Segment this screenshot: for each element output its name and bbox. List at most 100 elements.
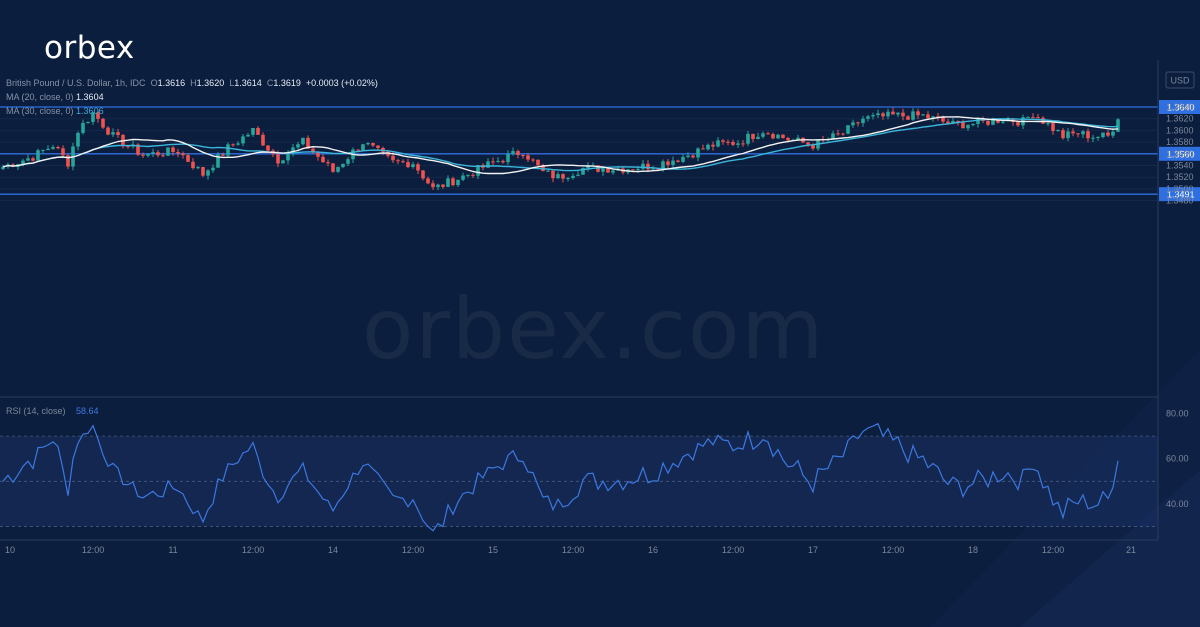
candle bbox=[556, 171, 560, 180]
candle bbox=[911, 108, 915, 121]
rsi-tick-label: 40.00 bbox=[1166, 499, 1189, 509]
candle bbox=[36, 148, 40, 161]
candle bbox=[471, 173, 475, 179]
x-tick-label: 10 bbox=[5, 545, 15, 555]
candle bbox=[576, 171, 580, 177]
candle bbox=[41, 149, 45, 154]
candle bbox=[856, 121, 860, 127]
candle bbox=[971, 123, 975, 127]
rsi-tick-label: 80.00 bbox=[1166, 409, 1189, 419]
candle bbox=[606, 168, 610, 173]
candle bbox=[326, 159, 330, 167]
candle bbox=[101, 117, 105, 130]
candle bbox=[396, 158, 400, 165]
candle bbox=[966, 124, 970, 131]
candle bbox=[416, 162, 420, 175]
candle bbox=[331, 163, 335, 173]
level-label: 1.3491 bbox=[1167, 190, 1195, 200]
x-tick-label: 16 bbox=[648, 545, 658, 555]
ma20-value: 1.3604 bbox=[76, 92, 104, 102]
level-tag bbox=[1159, 146, 1200, 161]
candle bbox=[91, 111, 95, 125]
candle bbox=[601, 167, 605, 176]
candle bbox=[1076, 132, 1080, 138]
candle bbox=[426, 176, 430, 185]
candle bbox=[521, 154, 525, 159]
candle bbox=[666, 159, 670, 169]
candle bbox=[431, 180, 435, 190]
candle bbox=[876, 109, 880, 118]
candle bbox=[291, 143, 295, 157]
candle bbox=[571, 173, 575, 180]
candle bbox=[1071, 128, 1075, 137]
candle bbox=[1086, 128, 1090, 143]
y-tick-label: 1.3560 bbox=[1166, 149, 1194, 159]
candle bbox=[771, 132, 775, 140]
candle bbox=[96, 109, 100, 123]
currency-label: USD bbox=[1170, 76, 1190, 86]
candle bbox=[321, 154, 325, 163]
candle bbox=[1106, 130, 1110, 138]
candle bbox=[446, 175, 450, 188]
candle bbox=[536, 159, 540, 168]
candle bbox=[916, 108, 920, 120]
candle bbox=[146, 153, 150, 158]
candle bbox=[281, 159, 285, 164]
candle bbox=[241, 134, 245, 147]
x-tick-label: 12:00 bbox=[402, 545, 425, 555]
x-tick-label: 15 bbox=[488, 545, 498, 555]
candle bbox=[116, 128, 120, 138]
x-tick-label: 12:00 bbox=[82, 545, 105, 555]
candle bbox=[246, 132, 250, 137]
ohlc-open: O1.3616 bbox=[150, 78, 186, 88]
candle bbox=[946, 118, 950, 125]
candle bbox=[206, 168, 210, 180]
candle bbox=[686, 152, 690, 159]
candle bbox=[756, 132, 760, 140]
y-tick-label: 1.3600 bbox=[1166, 125, 1194, 135]
candle bbox=[731, 139, 735, 147]
candle bbox=[256, 126, 260, 135]
candle bbox=[766, 131, 770, 135]
ohlc-low: L1.3614 bbox=[229, 78, 262, 88]
candle bbox=[236, 141, 240, 146]
candle bbox=[461, 172, 465, 182]
candle bbox=[706, 143, 710, 151]
candle bbox=[186, 153, 190, 163]
candle bbox=[501, 159, 505, 164]
rsi-label: RSI (14, close) bbox=[6, 406, 66, 416]
watermark: orbex.com bbox=[362, 280, 826, 378]
candle bbox=[671, 156, 675, 169]
candle bbox=[106, 126, 110, 136]
candle bbox=[646, 160, 650, 173]
candle bbox=[831, 130, 835, 140]
level-label: 1.3640 bbox=[1167, 103, 1195, 113]
candle bbox=[196, 166, 200, 170]
candle bbox=[751, 133, 755, 143]
x-tick-label: 12:00 bbox=[242, 545, 265, 555]
candle bbox=[441, 184, 445, 189]
currency-box bbox=[1165, 71, 1195, 89]
candle bbox=[251, 127, 255, 137]
ma20-line bbox=[2, 116, 1119, 175]
level-tag bbox=[1159, 100, 1200, 114]
candle bbox=[451, 176, 455, 187]
y-tick-label: 1.3480 bbox=[1166, 196, 1194, 206]
y-tick-label: 1.3540 bbox=[1166, 161, 1194, 171]
candle bbox=[581, 167, 585, 175]
candle bbox=[496, 157, 500, 163]
level-tag bbox=[1159, 187, 1200, 202]
candle bbox=[151, 148, 155, 157]
candle bbox=[216, 152, 220, 168]
candle bbox=[211, 164, 215, 173]
candle bbox=[526, 152, 530, 162]
x-tick-label: 12:00 bbox=[722, 545, 745, 555]
candle bbox=[466, 174, 470, 178]
x-tick-label: 12:00 bbox=[882, 545, 905, 555]
candle bbox=[541, 163, 545, 172]
candle bbox=[61, 145, 65, 158]
x-tick-label: 18 bbox=[968, 545, 978, 555]
candle bbox=[181, 151, 185, 159]
candle bbox=[681, 154, 685, 164]
